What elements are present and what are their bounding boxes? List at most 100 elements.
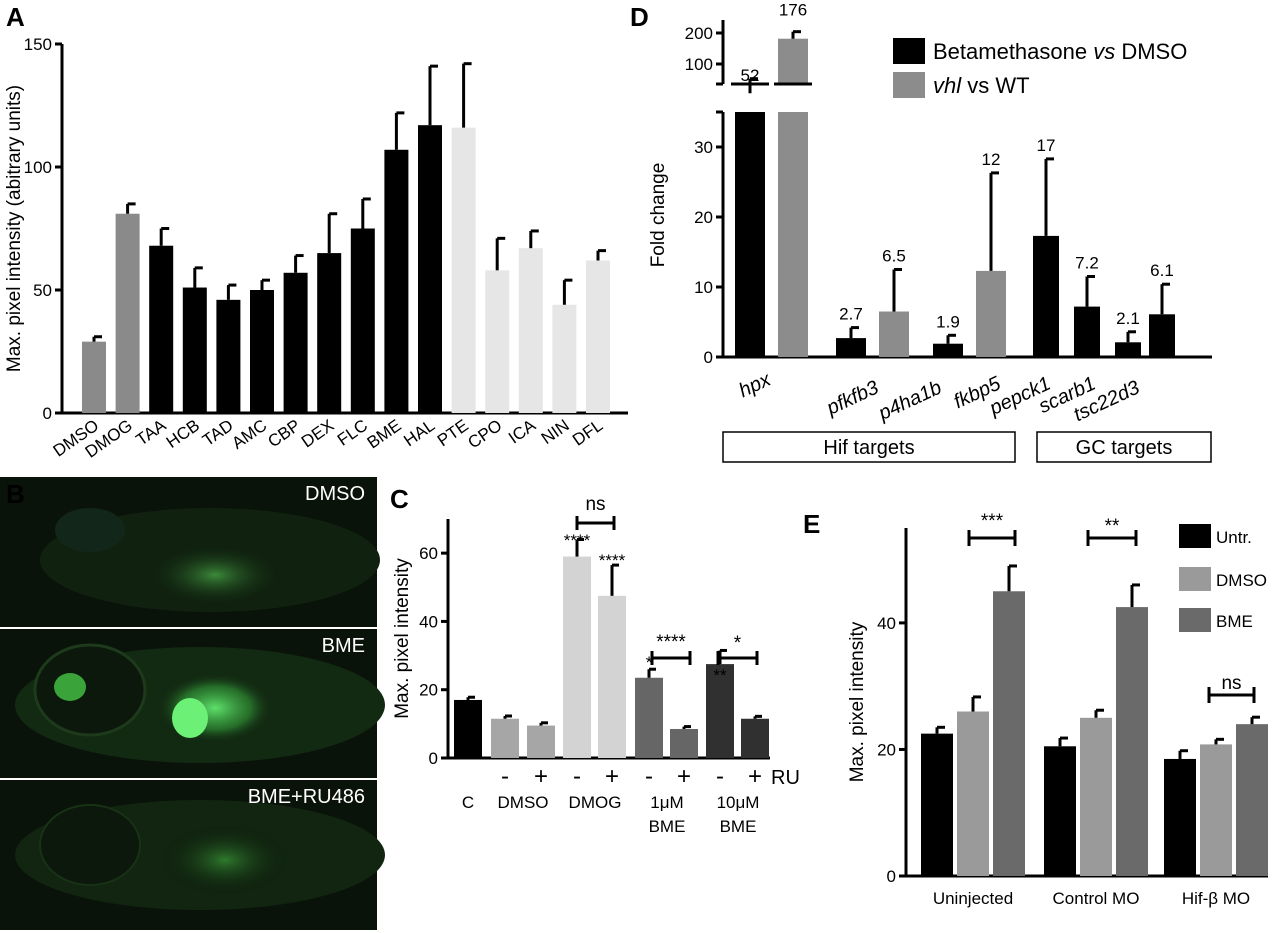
y-tick-label: 60 bbox=[419, 544, 438, 563]
significance-stars: ** bbox=[713, 666, 727, 685]
bar bbox=[454, 699, 482, 758]
bracket-label: * bbox=[734, 633, 742, 654]
y-tick-label: 30 bbox=[694, 138, 713, 157]
bar bbox=[149, 245, 174, 413]
bar bbox=[350, 228, 375, 413]
x-tick-label: AMC bbox=[228, 416, 270, 453]
bar bbox=[384, 149, 409, 413]
x-tick-label: BME bbox=[364, 416, 405, 453]
bar bbox=[1115, 342, 1141, 357]
bar-lower bbox=[778, 112, 808, 357]
y-tick-label: 20 bbox=[694, 208, 713, 227]
x-tick-label: HCB bbox=[163, 416, 203, 452]
panel-e-chart: 0 20 40 Max. pixel intensity Uninjected Contr… bbox=[847, 511, 1268, 908]
value-label: 1.9 bbox=[936, 312, 960, 331]
y-tick-label: 0 bbox=[887, 867, 896, 886]
x-tick-label: HAL bbox=[400, 416, 438, 451]
category-label: pfkfb3 bbox=[823, 377, 883, 420]
x-tick-label: CPO bbox=[464, 416, 505, 453]
bracket-label: ns bbox=[585, 494, 605, 515]
value-label: 52 bbox=[741, 66, 760, 85]
ru-sign: - bbox=[501, 763, 509, 790]
gc-targets-box bbox=[1036, 431, 1212, 463]
bar bbox=[879, 311, 909, 357]
hif-targets-box bbox=[722, 431, 1016, 463]
legend-label: Untr. bbox=[1216, 528, 1252, 547]
x-tick-label: Control MO bbox=[1053, 889, 1140, 908]
x-tick-label: DEX bbox=[298, 416, 338, 452]
bar bbox=[552, 304, 577, 413]
y-tick-label: 20 bbox=[877, 740, 896, 759]
x-tick-label: TAD bbox=[199, 416, 237, 450]
bar bbox=[670, 728, 698, 758]
panel-c-label: C bbox=[390, 484, 409, 514]
significance-stars: * bbox=[646, 653, 653, 672]
group-label: DMOG bbox=[569, 793, 622, 812]
bar bbox=[933, 343, 963, 357]
bar bbox=[921, 733, 953, 876]
value-label: 6.1 bbox=[1150, 261, 1174, 280]
y-tick-label: 50 bbox=[33, 281, 52, 300]
group-label: BME bbox=[720, 817, 757, 836]
group-label: 1μM bbox=[650, 793, 683, 812]
legend-label: DMSO bbox=[1216, 571, 1267, 590]
y-tick-label: 0 bbox=[704, 348, 713, 367]
bracket-label: ** bbox=[1105, 516, 1120, 537]
y-tick-label: 20 bbox=[419, 681, 438, 700]
bracket-label: ns bbox=[1221, 673, 1241, 694]
bar bbox=[1164, 758, 1196, 876]
y-axis-title: Max. pixel intensity (abitrary units) bbox=[4, 85, 25, 372]
legend-label: Betamethasone vs DMSO bbox=[933, 39, 1187, 64]
legend-swatch bbox=[1179, 567, 1211, 591]
legend-label: BME bbox=[1216, 612, 1253, 631]
value-label: 6.5 bbox=[882, 247, 906, 266]
micrograph-dmso bbox=[40, 508, 380, 612]
panel-d-label: D bbox=[630, 2, 649, 32]
y-tick-label: 150 bbox=[24, 35, 52, 54]
bar bbox=[976, 270, 1006, 357]
legend-swatch bbox=[1179, 608, 1211, 632]
bar-lower bbox=[735, 112, 765, 357]
image-label-bme: BME bbox=[322, 635, 365, 657]
bar bbox=[1116, 607, 1148, 876]
bar bbox=[216, 299, 241, 413]
bar bbox=[586, 260, 610, 413]
bracket-label: *** bbox=[981, 511, 1004, 532]
panel-b-images: DMSO BME BME+RU486 bbox=[0, 477, 385, 930]
y-tick-label: 100 bbox=[685, 55, 713, 74]
bar bbox=[1080, 717, 1112, 876]
x-tick-label: PTE bbox=[434, 416, 472, 451]
y-tick-label: 0 bbox=[43, 404, 52, 423]
bar bbox=[518, 248, 543, 413]
y-axis-title: Max. pixel intensity bbox=[847, 621, 868, 782]
group-label: C bbox=[462, 793, 474, 812]
bar bbox=[527, 725, 555, 758]
bar bbox=[491, 718, 519, 758]
legend-label: vhl vs WT bbox=[933, 73, 1030, 98]
group-label: BME bbox=[649, 817, 686, 836]
bar bbox=[1033, 235, 1059, 357]
bar bbox=[741, 718, 769, 758]
bracket-label: **** bbox=[656, 632, 686, 653]
significance-stars: **** bbox=[599, 551, 626, 570]
hif-targets-label: Hif targets bbox=[823, 437, 914, 459]
ru-sign: + bbox=[748, 763, 762, 790]
x-tick-label: ICA bbox=[505, 415, 540, 447]
bar bbox=[1200, 744, 1232, 876]
ru-sign: + bbox=[677, 763, 691, 790]
bar bbox=[451, 127, 476, 413]
group-label: DMSO bbox=[498, 793, 549, 812]
significance-stars: **** bbox=[564, 531, 591, 550]
bar bbox=[182, 287, 207, 413]
panel-a-chart: 0 50 100 150 Max. pixel intensity (abitrary … bbox=[4, 35, 628, 462]
x-tick-label: Uninjected bbox=[933, 889, 1013, 908]
y-tick-label: 40 bbox=[877, 614, 896, 633]
micrograph-bme-ru486 bbox=[15, 800, 385, 910]
bar bbox=[706, 664, 734, 758]
x-tick-label: NIN bbox=[538, 416, 573, 448]
bar bbox=[993, 591, 1025, 876]
y-tick-label: 0 bbox=[429, 749, 438, 768]
x-tick-label: TAA bbox=[133, 415, 170, 449]
bar bbox=[485, 270, 510, 413]
y-tick-label: 10 bbox=[694, 278, 713, 297]
